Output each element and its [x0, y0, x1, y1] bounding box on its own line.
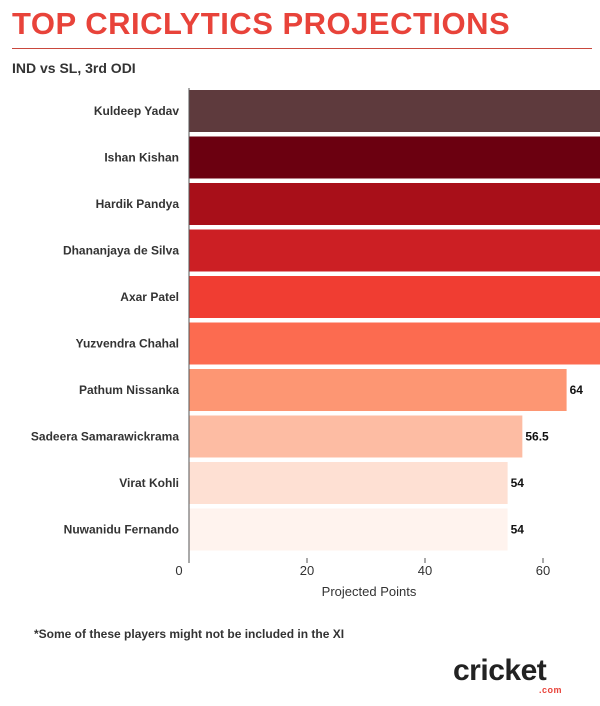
x-tick-label: 40: [418, 563, 432, 578]
footnote: *Some of these players might not be incl…: [34, 627, 345, 641]
title-divider: [12, 48, 592, 49]
category-label: Yuzvendra Chahal: [76, 337, 179, 351]
category-label: Virat Kohli: [119, 476, 179, 490]
category-label: Axar Patel: [120, 290, 179, 304]
logo-suffix: .com: [539, 685, 563, 695]
bar-dhananjaya-de-silva: [189, 229, 600, 272]
bar-hardik-pandya: [189, 183, 600, 225]
category-label: Nuwanidu Fernando: [64, 523, 179, 537]
category-label: Pathum Nissanka: [79, 383, 179, 397]
x-tick-label: 60: [536, 563, 550, 578]
value-label: 64: [570, 383, 584, 397]
bar-nuwanidu-fernando: [189, 508, 508, 551]
bar-chart: Kuldeep Yadav103Ishan Kishan100.5Hardik …: [31, 88, 600, 599]
x-tick-label: 20: [300, 563, 314, 578]
value-label: 56.5: [525, 430, 549, 444]
cricket-com-logo: cricket .com: [453, 654, 577, 696]
bar-yuzvendra-chahal: [189, 322, 600, 365]
bar-axar-patel: [189, 276, 600, 318]
value-label: 54: [511, 476, 525, 490]
chart-title: TOP CRICLYTICS PROJECTIONS: [12, 6, 511, 41]
bar-ishan-kishan: [189, 136, 600, 179]
x-tick-label: 0: [175, 563, 182, 578]
category-label: Dhananjaya de Silva: [63, 244, 179, 258]
bar-pathum-nissanka: [189, 369, 567, 411]
category-label: Ishan Kishan: [104, 151, 179, 165]
value-label: 54: [511, 523, 525, 537]
logo-wordmark: cricket: [453, 654, 547, 687]
chart-subtitle: IND vs SL, 3rd ODI: [12, 60, 136, 76]
category-label: Kuldeep Yadav: [94, 104, 179, 118]
bar-sadeera-samarawickrama: [189, 415, 523, 458]
category-label: Hardik Pandya: [96, 197, 180, 211]
category-label: Sadeera Samarawickrama: [31, 430, 179, 444]
x-axis-label: Projected Points: [322, 584, 417, 599]
bar-kuldeep-yadav: [189, 90, 600, 132]
bar-virat-kohli: [189, 462, 508, 504]
